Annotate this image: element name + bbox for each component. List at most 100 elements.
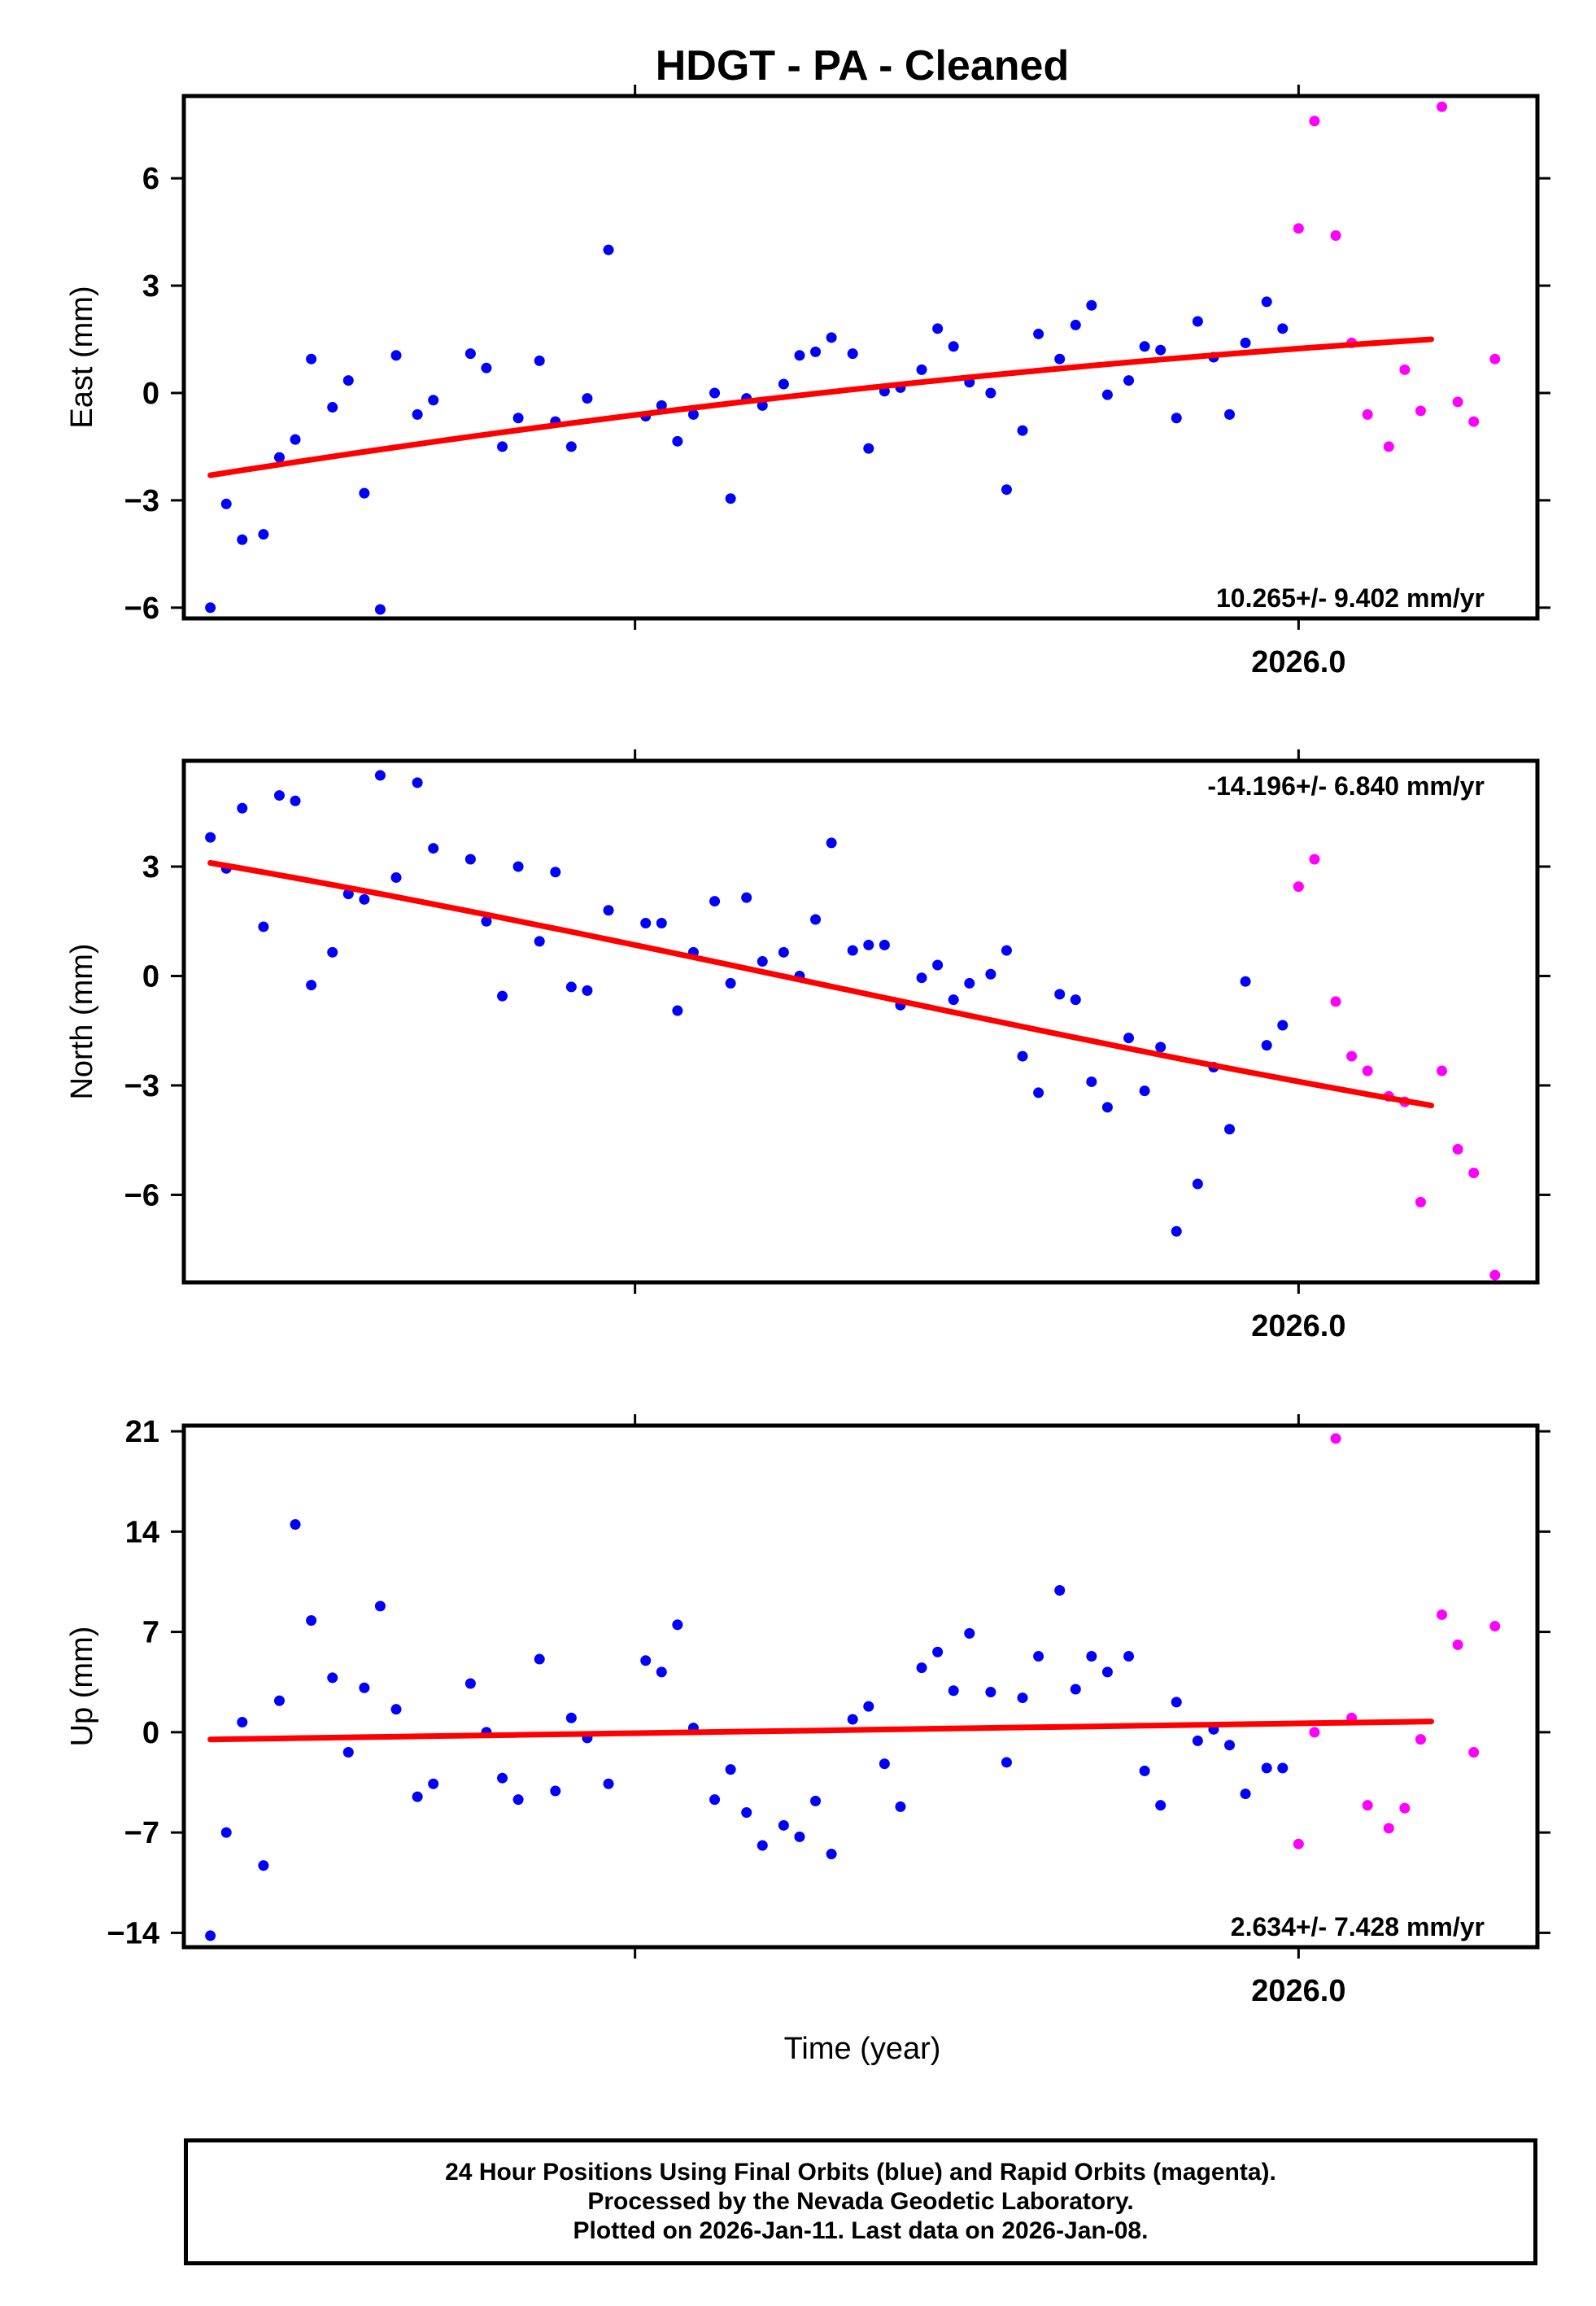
data-point bbox=[847, 348, 858, 360]
data-point bbox=[1192, 316, 1203, 327]
data-point bbox=[656, 1666, 667, 1678]
data-point bbox=[1399, 364, 1411, 375]
data-point bbox=[847, 945, 858, 956]
series-final-orbits bbox=[205, 1519, 1289, 1941]
data-point bbox=[374, 1601, 386, 1612]
data-point bbox=[1001, 945, 1012, 956]
data-point bbox=[374, 604, 386, 615]
data-point bbox=[1330, 996, 1341, 1007]
data-point bbox=[327, 1672, 338, 1684]
series-rapid-orbits bbox=[1293, 101, 1501, 452]
data-point bbox=[237, 534, 248, 545]
data-point bbox=[948, 1685, 959, 1697]
y-tick-label: 3 bbox=[142, 850, 159, 884]
data-point bbox=[1277, 1020, 1289, 1031]
data-point bbox=[1123, 1033, 1135, 1044]
x-axis-label: Time (year) bbox=[784, 2032, 941, 2066]
data-point bbox=[1033, 1651, 1044, 1662]
data-point bbox=[1070, 994, 1081, 1006]
data-point bbox=[863, 939, 874, 950]
data-point bbox=[1139, 1765, 1150, 1776]
data-point bbox=[741, 892, 752, 903]
data-point bbox=[1415, 405, 1426, 417]
data-point bbox=[1437, 1609, 1448, 1620]
y-tick-label: −6 bbox=[124, 1178, 159, 1212]
data-point bbox=[273, 1695, 285, 1706]
caption-box: 24 Hour Positions Using Final Orbits (bl… bbox=[184, 2138, 1537, 2265]
data-point bbox=[672, 1619, 683, 1631]
data-point bbox=[1415, 1196, 1426, 1208]
data-point bbox=[1033, 1087, 1044, 1098]
data-point bbox=[1139, 1085, 1150, 1097]
data-point bbox=[359, 487, 370, 499]
data-point bbox=[205, 832, 216, 843]
data-point bbox=[497, 1772, 508, 1784]
y-axis-label: North (mm) bbox=[65, 943, 99, 1099]
data-point bbox=[1054, 1585, 1066, 1596]
data-point bbox=[1240, 337, 1251, 348]
plot-frame bbox=[181, 94, 1540, 621]
data-point bbox=[810, 1795, 822, 1806]
data-point bbox=[948, 994, 959, 1006]
data-point bbox=[1086, 1076, 1097, 1087]
data-point bbox=[879, 939, 890, 950]
data-point bbox=[1192, 1178, 1203, 1190]
data-point bbox=[1070, 319, 1081, 330]
data-point bbox=[757, 1840, 768, 1851]
data-point bbox=[687, 408, 699, 420]
data-point bbox=[1437, 101, 1448, 112]
data-point bbox=[1399, 1802, 1411, 1814]
trend-fit-line bbox=[207, 336, 1434, 478]
data-point bbox=[1452, 1639, 1463, 1650]
data-point bbox=[1362, 1800, 1373, 1811]
data-point bbox=[290, 795, 301, 806]
data-point bbox=[895, 1801, 906, 1812]
trend-fit-line bbox=[207, 860, 1434, 1109]
y-tick-label: 0 bbox=[142, 959, 159, 994]
data-point bbox=[497, 441, 508, 452]
data-point bbox=[1224, 408, 1236, 420]
data-point bbox=[725, 1764, 736, 1775]
caption-line-3: Plotted on 2026-Jan-11. Last data on 202… bbox=[573, 2217, 1149, 2244]
data-point bbox=[1017, 425, 1028, 436]
data-point bbox=[948, 341, 959, 352]
data-point bbox=[778, 1819, 789, 1831]
data-point bbox=[565, 441, 577, 452]
data-point bbox=[1155, 344, 1166, 356]
data-point bbox=[1362, 1065, 1373, 1077]
data-point bbox=[1171, 413, 1182, 424]
data-point bbox=[481, 362, 492, 373]
data-point bbox=[1224, 1124, 1236, 1135]
y-tick-label: 0 bbox=[142, 377, 159, 411]
data-point bbox=[1468, 416, 1480, 427]
data-point bbox=[327, 402, 338, 413]
data-point bbox=[709, 1794, 721, 1806]
data-point bbox=[1309, 116, 1320, 127]
data-point bbox=[1001, 484, 1012, 496]
data-point bbox=[1086, 1651, 1097, 1662]
data-point bbox=[1330, 1433, 1341, 1444]
data-point bbox=[1101, 389, 1113, 400]
data-point bbox=[1330, 229, 1341, 241]
data-point bbox=[534, 1653, 545, 1665]
data-layer bbox=[205, 101, 1501, 615]
data-point bbox=[1293, 223, 1304, 234]
data-point bbox=[916, 1662, 927, 1674]
data-point bbox=[428, 1778, 439, 1789]
data-point bbox=[412, 1791, 423, 1802]
data-point bbox=[1346, 1050, 1358, 1062]
data-point bbox=[582, 393, 593, 404]
series-final-orbits bbox=[205, 770, 1289, 1237]
data-point bbox=[220, 498, 232, 509]
data-point bbox=[640, 917, 652, 928]
y-tick-label: 14 bbox=[125, 1515, 159, 1549]
series-rapid-orbits bbox=[1293, 854, 1501, 1281]
figure-title: HDGT - PA - Cleaned bbox=[656, 42, 1069, 90]
data-point bbox=[1489, 1621, 1501, 1632]
data-point bbox=[1001, 1757, 1012, 1768]
data-point bbox=[342, 1747, 354, 1758]
data-point bbox=[847, 1714, 858, 1725]
data-point bbox=[359, 893, 370, 905]
data-point bbox=[1101, 1666, 1113, 1678]
